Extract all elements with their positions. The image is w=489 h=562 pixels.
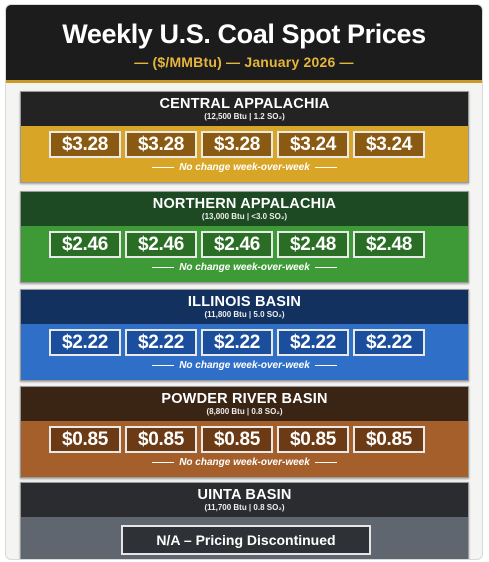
region-northern-appalachia: NORTHERN APPALACHIA (13,000 Btu | <3.0 S… bbox=[20, 191, 469, 283]
region-header: UINTA BASIN (11,700 Btu | 0.8 SO₂) bbox=[21, 483, 468, 517]
region-spec: (11,700 Btu | 0.8 SO₂) bbox=[204, 503, 285, 512]
price-box: $3.28 bbox=[49, 131, 121, 158]
region-illinois-basin: ILLINOIS BASIN (11,800 Btu | 5.0 SO₂) $2… bbox=[20, 289, 469, 381]
region-name: CENTRAL APPALACHIA bbox=[159, 96, 330, 112]
region-header: ILLINOIS BASIN (11,800 Btu | 5.0 SO₂) bbox=[21, 290, 468, 324]
note-rule bbox=[314, 364, 337, 367]
change-note: No change week-over-week bbox=[21, 262, 468, 273]
region-spec: (13,000 Btu | <3.0 SO₂) bbox=[201, 212, 288, 221]
region-body: $2.22 $2.22 $2.22 $2.22 $2.22 No change … bbox=[21, 324, 468, 380]
price-row: $0.85 $0.85 $0.85 $0.85 $0.85 bbox=[49, 426, 425, 453]
region-uinta-basin: UINTA BASIN (11,700 Btu | 0.8 SO₂) N/A –… bbox=[20, 482, 469, 559]
note-rule bbox=[152, 166, 175, 169]
region-spec: (12,500 Btu | 1.2 SO₂) bbox=[204, 112, 285, 121]
region-spec: (8,800 Btu | 0.8 SO₂) bbox=[206, 407, 283, 416]
change-note-text: No change week-over-week bbox=[179, 262, 310, 273]
price-box: $2.46 bbox=[201, 231, 273, 258]
price-box: $3.24 bbox=[353, 131, 425, 158]
price-box: $2.48 bbox=[277, 231, 349, 258]
price-box: $2.48 bbox=[353, 231, 425, 258]
price-box: $3.28 bbox=[201, 131, 273, 158]
region-body: $2.46 $2.46 $2.46 $2.48 $2.48 No change … bbox=[21, 226, 468, 282]
price-box: $2.46 bbox=[125, 231, 197, 258]
note-rule bbox=[152, 461, 175, 464]
change-note: No change week-over-week bbox=[21, 457, 468, 468]
price-box: $2.22 bbox=[49, 329, 121, 356]
change-note-text: No change week-over-week bbox=[179, 457, 310, 468]
region-central-appalachia: CENTRAL APPALACHIA (12,500 Btu | 1.2 SO₂… bbox=[20, 91, 469, 183]
region-body: N/A – Pricing Discontinued bbox=[21, 517, 468, 559]
page-title: Weekly U.S. Coal Spot Prices bbox=[62, 19, 426, 49]
note-rule bbox=[314, 166, 337, 169]
pricing-status-box: N/A – Pricing Discontinued bbox=[121, 525, 371, 555]
price-row: $2.22 $2.22 $2.22 $2.22 $2.22 bbox=[49, 329, 425, 356]
region-header: NORTHERN APPALACHIA (13,000 Btu | <3.0 S… bbox=[21, 192, 468, 226]
price-box: $0.85 bbox=[277, 426, 349, 453]
note-rule bbox=[314, 461, 337, 464]
region-name: NORTHERN APPALACHIA bbox=[152, 196, 337, 212]
region-powder-river-basin: POWDER RIVER BASIN (8,800 Btu | 0.8 SO₂)… bbox=[20, 386, 469, 478]
region-header: POWDER RIVER BASIN (8,800 Btu | 0.8 SO₂) bbox=[21, 387, 468, 421]
region-body: $3.28 $3.28 $3.28 $3.24 $3.24 No change … bbox=[21, 126, 468, 182]
price-row: $3.28 $3.28 $3.28 $3.24 $3.24 bbox=[49, 131, 425, 158]
region-body: $0.85 $0.85 $0.85 $0.85 $0.85 No change … bbox=[21, 421, 468, 477]
change-note-text: No change week-over-week bbox=[179, 162, 310, 173]
change-note: No change week-over-week bbox=[21, 360, 468, 371]
price-box: $0.85 bbox=[201, 426, 273, 453]
price-box: $2.22 bbox=[353, 329, 425, 356]
region-name: POWDER RIVER BASIN bbox=[161, 391, 328, 407]
page-subtitle: — ($/MMBtu) — January 2026 — bbox=[134, 54, 354, 70]
price-box: $0.85 bbox=[49, 426, 121, 453]
region-name: ILLINOIS BASIN bbox=[187, 294, 302, 310]
price-box: $0.85 bbox=[353, 426, 425, 453]
note-rule bbox=[314, 266, 337, 269]
price-box: $0.85 bbox=[125, 426, 197, 453]
price-box: $2.22 bbox=[125, 329, 197, 356]
price-box: $3.24 bbox=[277, 131, 349, 158]
header-banner: Weekly U.S. Coal Spot Prices — ($/MMBtu)… bbox=[6, 5, 482, 83]
infographic-frame: Weekly U.S. Coal Spot Prices — ($/MMBtu)… bbox=[5, 4, 483, 560]
price-box: $2.22 bbox=[277, 329, 349, 356]
region-spec: (11,800 Btu | 5.0 SO₂) bbox=[204, 310, 285, 319]
region-header: CENTRAL APPALACHIA (12,500 Btu | 1.2 SO₂… bbox=[21, 92, 468, 126]
change-note: No change week-over-week bbox=[21, 162, 468, 173]
note-rule bbox=[152, 266, 175, 269]
price-box: $2.46 bbox=[49, 231, 121, 258]
note-rule bbox=[152, 364, 175, 367]
change-note-text: No change week-over-week bbox=[179, 360, 310, 371]
price-box: $3.28 bbox=[125, 131, 197, 158]
price-box: $2.22 bbox=[201, 329, 273, 356]
region-name: UINTA BASIN bbox=[197, 487, 292, 503]
price-row: $2.46 $2.46 $2.46 $2.48 $2.48 bbox=[49, 231, 425, 258]
